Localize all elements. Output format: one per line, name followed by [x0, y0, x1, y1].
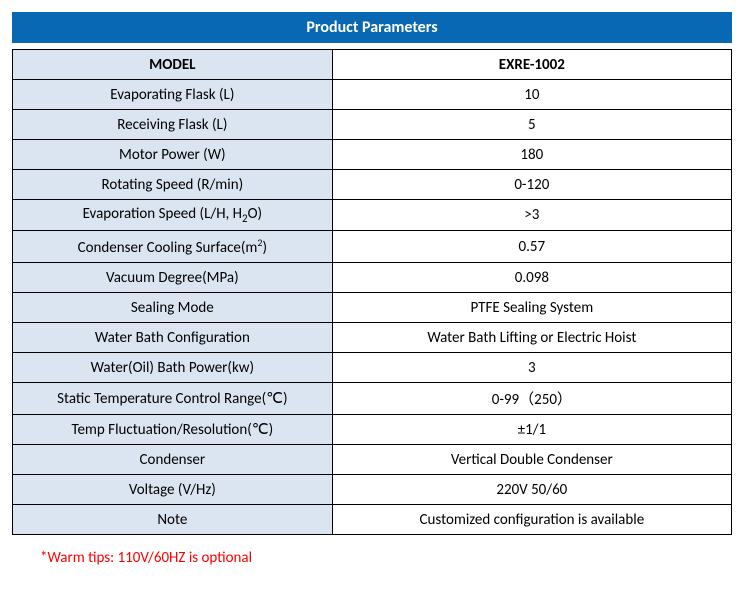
- row-value: Customized configuration is available: [332, 505, 731, 535]
- row-label: Evaporation Speed (L/H, H2O): [13, 200, 333, 231]
- table-row: Water Bath ConfigurationWater Bath Lifti…: [13, 323, 732, 353]
- table-row: Motor Power (W)180: [13, 140, 732, 170]
- row-value: 0.098: [332, 263, 731, 293]
- header-model: MODEL: [13, 50, 333, 80]
- table-row: Water(Oil) Bath Power(kw)3: [13, 353, 732, 383]
- row-label: Sealing Mode: [13, 293, 333, 323]
- row-value: 0-99（250）: [332, 383, 731, 415]
- row-value: 220V 50/60: [332, 475, 731, 505]
- row-value: ±1/1: [332, 415, 731, 445]
- row-label: Evaporating Flask (L): [13, 80, 333, 110]
- row-label: Static Temperature Control Range(℃): [13, 383, 333, 415]
- row-value: >3: [332, 200, 731, 231]
- table-row: Receiving Flask (L)5: [13, 110, 732, 140]
- row-label: Receiving Flask (L): [13, 110, 333, 140]
- table-row: NoteCustomized configuration is availabl…: [13, 505, 732, 535]
- row-value: 5: [332, 110, 731, 140]
- row-value: 3: [332, 353, 731, 383]
- table-row: Sealing ModePTFE Sealing System: [13, 293, 732, 323]
- row-value: PTFE Sealing System: [332, 293, 731, 323]
- footnote: *Warm tips: 110V/60HZ is optional: [40, 549, 750, 567]
- table-row: Voltage (V/Hz)220V 50/60: [13, 475, 732, 505]
- table-row: Evaporating Flask (L)10: [13, 80, 732, 110]
- table-row: Evaporation Speed (L/H, H2O)>3: [13, 200, 732, 231]
- table-row: Temp Fluctuation/Resolution(℃)±1/1: [13, 415, 732, 445]
- header-value: EXRE-1002: [332, 50, 731, 80]
- table-header-row: MODELEXRE-1002: [13, 50, 732, 80]
- row-label: Condenser: [13, 445, 333, 475]
- parameters-table: MODELEXRE-1002Evaporating Flask (L)10Rec…: [12, 49, 732, 535]
- row-label: Condenser Cooling Surface(m2): [13, 231, 333, 263]
- table-body: MODELEXRE-1002Evaporating Flask (L)10Rec…: [13, 50, 732, 535]
- row-label: Vacuum Degree(MPa): [13, 263, 333, 293]
- row-value: Vertical Double Condenser: [332, 445, 731, 475]
- row-value: Water Bath Lifting or Electric Hoist: [332, 323, 731, 353]
- row-label: Note: [13, 505, 333, 535]
- row-label: Motor Power (W): [13, 140, 333, 170]
- title-bar: Product Parameters: [12, 12, 732, 43]
- row-value: 0-120: [332, 170, 731, 200]
- row-value: 10: [332, 80, 731, 110]
- row-label: Water Bath Configuration: [13, 323, 333, 353]
- row-value: 180: [332, 140, 731, 170]
- table-row: CondenserVertical Double Condenser: [13, 445, 732, 475]
- row-label: Temp Fluctuation/Resolution(℃): [13, 415, 333, 445]
- table-row: Rotating Speed (R/min)0-120: [13, 170, 732, 200]
- table-row: Condenser Cooling Surface(m2)0.57: [13, 231, 732, 263]
- table-row: Static Temperature Control Range(℃)0-99（…: [13, 383, 732, 415]
- row-value: 0.57: [332, 231, 731, 263]
- row-label: Water(Oil) Bath Power(kw): [13, 353, 333, 383]
- row-label: Rotating Speed (R/min): [13, 170, 333, 200]
- row-label: Voltage (V/Hz): [13, 475, 333, 505]
- table-row: Vacuum Degree(MPa)0.098: [13, 263, 732, 293]
